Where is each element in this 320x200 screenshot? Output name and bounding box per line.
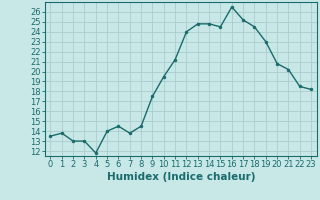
X-axis label: Humidex (Indice chaleur): Humidex (Indice chaleur) [107, 172, 255, 182]
